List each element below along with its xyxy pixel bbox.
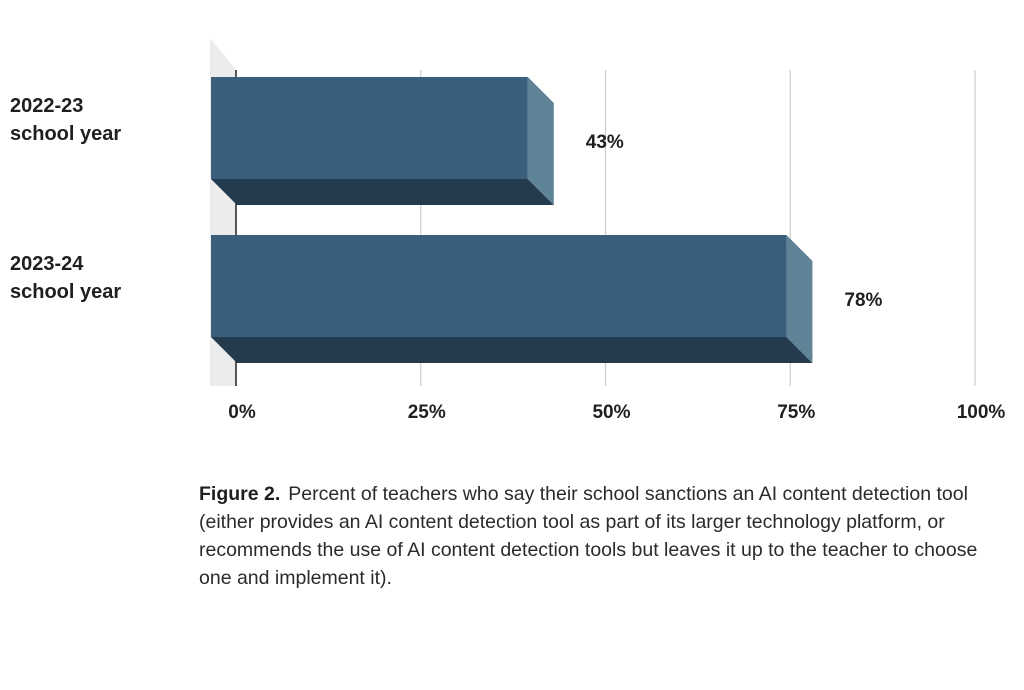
x-tick-label-3: 75% (777, 402, 815, 423)
bar-2 (211, 235, 787, 337)
category-label-2-line-2: school year (10, 281, 121, 303)
category-label-1-line-2: school year (10, 123, 121, 145)
figure-caption: Figure 2. Percent of teachers who say the… (199, 480, 989, 592)
bar-chart: 43% 2022-23 school year 78% 2023-24 school ye… (10, 38, 1006, 423)
data-label-1: 43% (586, 132, 624, 153)
bar-side-face-1 (527, 77, 554, 205)
data-label-2: 78% (844, 290, 882, 311)
x-tick-label-1: 25% (408, 402, 446, 423)
bar-bottom-face-2 (211, 337, 813, 363)
bar-1 (211, 77, 528, 179)
figure-label: Figure 2. (199, 483, 281, 505)
caption-text: Percent of teachers who say their school… (199, 483, 978, 589)
category-label-1-line-1: 2022-23 (10, 95, 83, 117)
x-tick-label-0: 0% (228, 402, 256, 423)
category-label-2-line-1: 2023-24 (10, 253, 84, 275)
x-tick-label-4: 100% (957, 402, 1006, 423)
bar-side-face-2 (786, 235, 813, 363)
x-tick-label-2: 50% (592, 402, 630, 423)
bar-bottom-face-1 (211, 179, 554, 205)
